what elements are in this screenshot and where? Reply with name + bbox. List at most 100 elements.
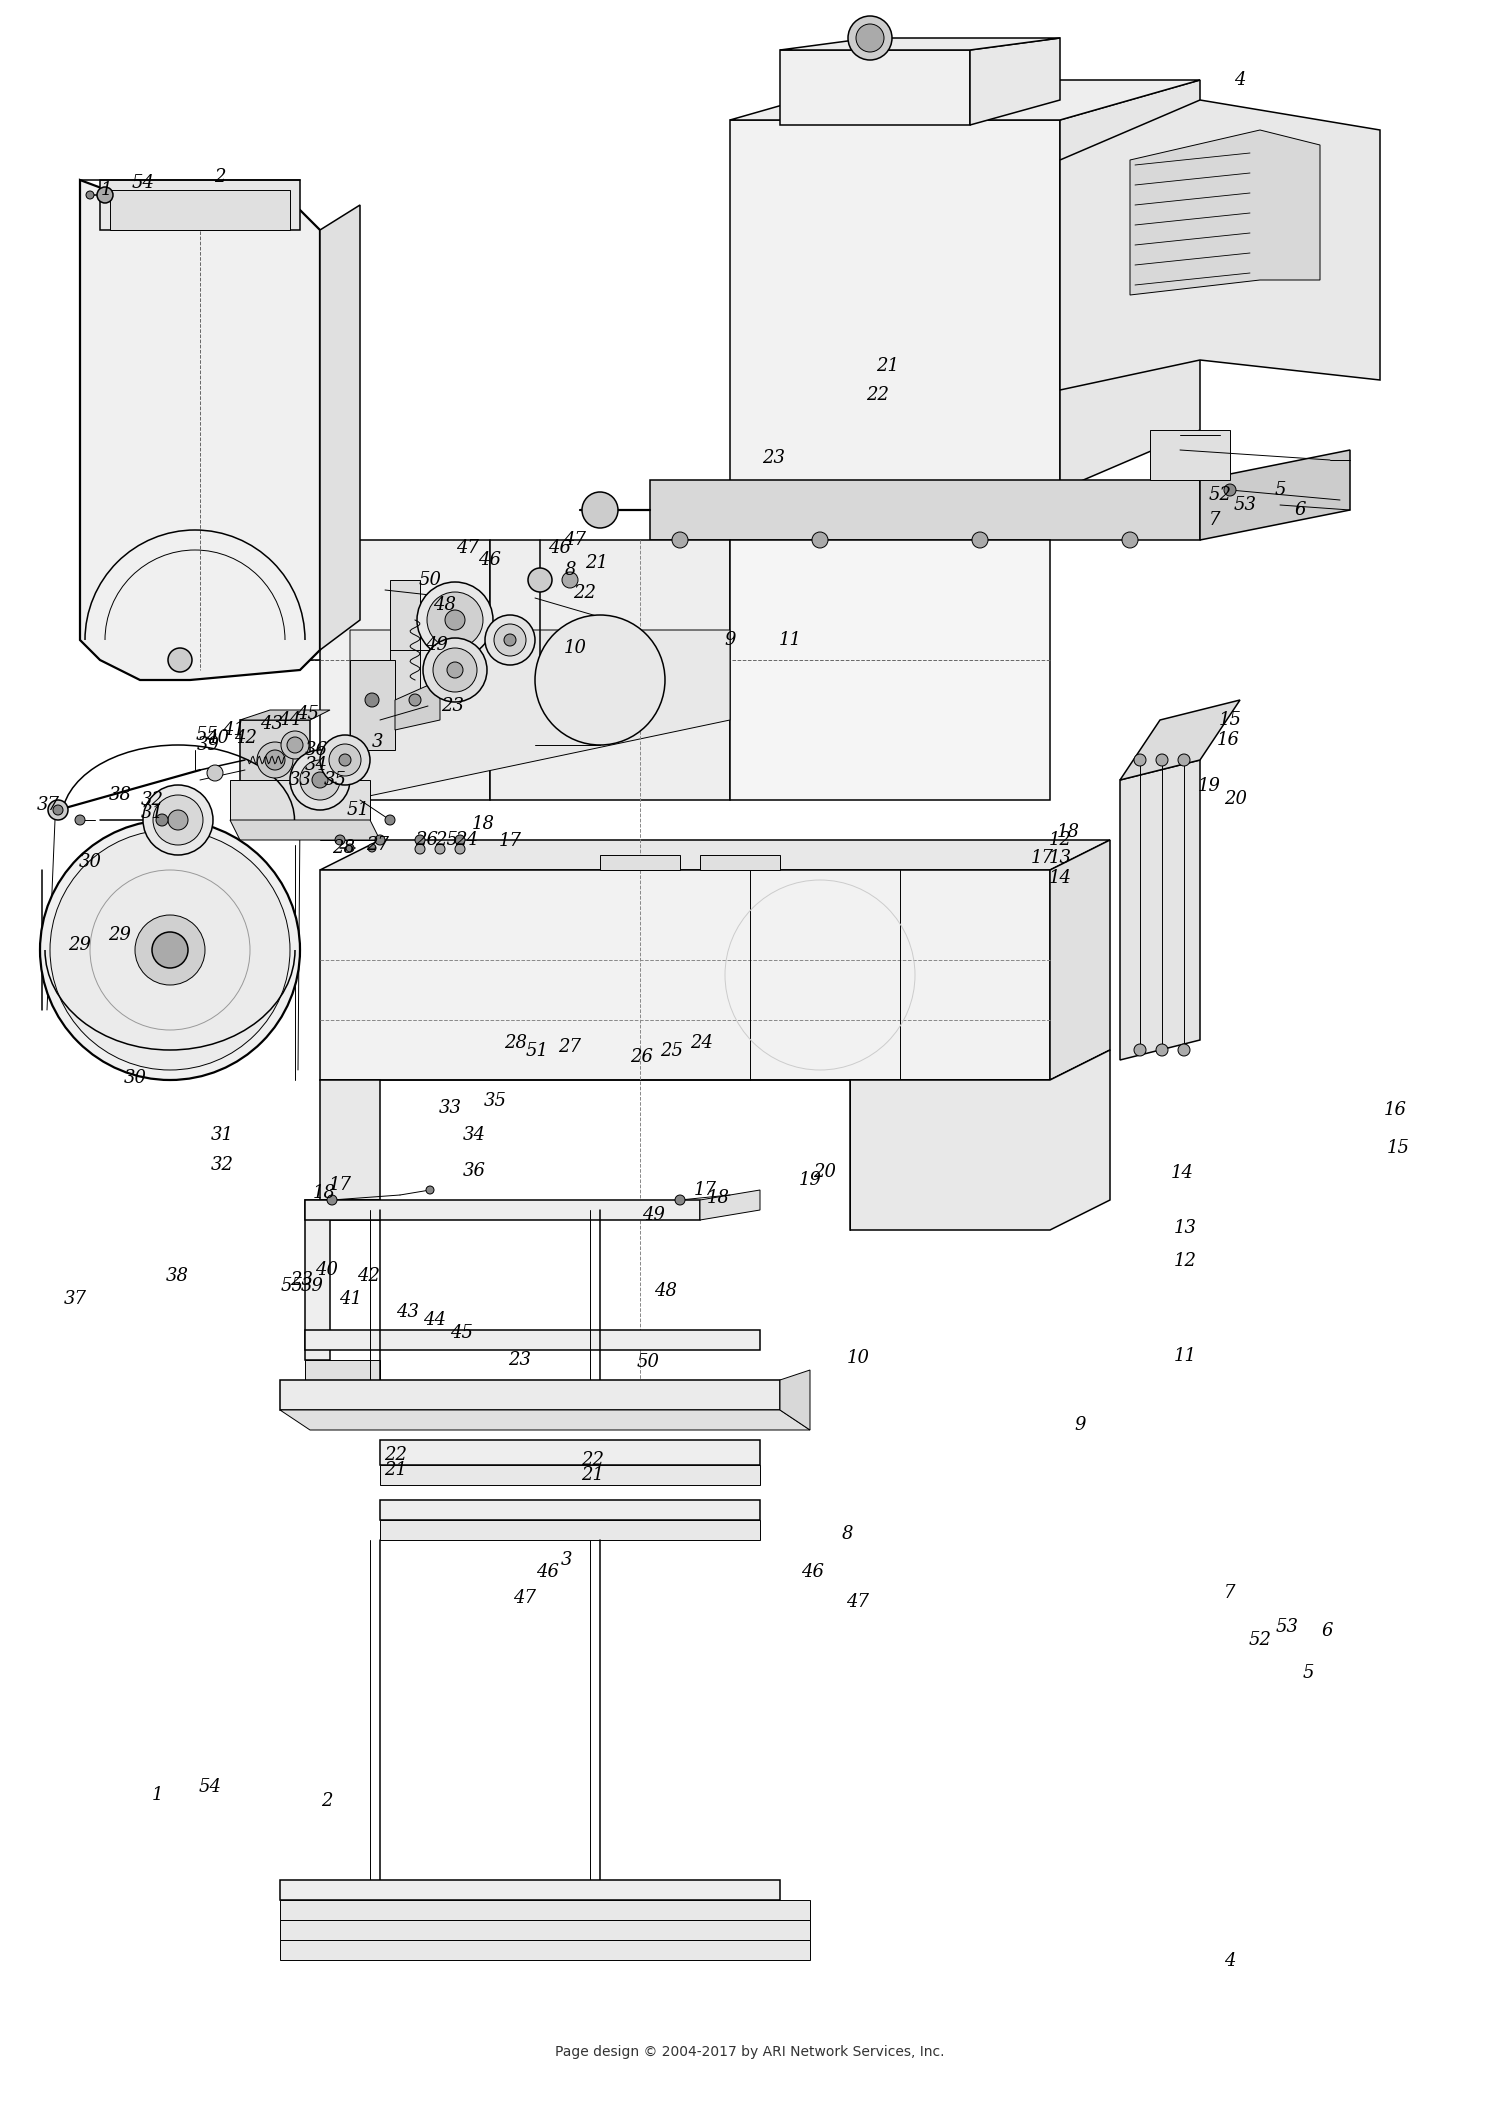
Polygon shape <box>780 50 970 124</box>
Circle shape <box>142 784 213 856</box>
Polygon shape <box>240 710 330 721</box>
Text: 29: 29 <box>69 935 92 954</box>
Text: 29: 29 <box>108 927 132 944</box>
Text: 46: 46 <box>549 538 572 557</box>
Text: 38: 38 <box>165 1268 189 1284</box>
Text: 28: 28 <box>504 1034 528 1051</box>
Circle shape <box>152 931 188 969</box>
Polygon shape <box>280 1879 780 1900</box>
Circle shape <box>346 845 354 851</box>
Text: 48: 48 <box>433 597 456 614</box>
Text: 21: 21 <box>585 555 609 572</box>
Text: 3: 3 <box>561 1551 573 1568</box>
Text: 17: 17 <box>498 832 522 849</box>
Text: 14: 14 <box>1048 868 1071 887</box>
Text: 19: 19 <box>1197 778 1221 795</box>
Text: 23: 23 <box>509 1352 531 1368</box>
Polygon shape <box>320 206 360 650</box>
Circle shape <box>53 805 63 816</box>
Text: 21: 21 <box>876 357 900 374</box>
Polygon shape <box>350 631 730 801</box>
Circle shape <box>156 813 168 826</box>
Polygon shape <box>390 580 420 721</box>
Text: 23: 23 <box>291 1272 314 1289</box>
Circle shape <box>48 801 68 820</box>
Polygon shape <box>280 1410 810 1429</box>
Polygon shape <box>730 540 1050 801</box>
Text: 18: 18 <box>706 1190 729 1207</box>
Polygon shape <box>1060 80 1200 490</box>
Circle shape <box>50 830 290 1070</box>
Text: 22: 22 <box>384 1446 408 1463</box>
Text: 48: 48 <box>654 1282 678 1299</box>
Bar <box>110 189 290 229</box>
Text: 17: 17 <box>1030 849 1054 866</box>
Circle shape <box>562 572 578 589</box>
Circle shape <box>417 582 494 658</box>
Polygon shape <box>80 181 320 681</box>
Text: 47: 47 <box>846 1593 870 1610</box>
Text: 6: 6 <box>1294 500 1305 519</box>
Circle shape <box>494 624 526 656</box>
Text: 25: 25 <box>435 830 459 849</box>
Circle shape <box>334 834 345 845</box>
Circle shape <box>75 816 86 824</box>
Text: 44: 44 <box>279 710 302 729</box>
Circle shape <box>364 694 380 706</box>
Circle shape <box>1134 755 1146 765</box>
Circle shape <box>416 834 424 845</box>
Polygon shape <box>380 1440 760 1465</box>
Polygon shape <box>1130 130 1320 294</box>
Polygon shape <box>230 780 370 820</box>
Text: 12: 12 <box>1173 1253 1197 1270</box>
Polygon shape <box>320 1200 400 1211</box>
Circle shape <box>375 834 386 845</box>
Text: 22: 22 <box>573 584 597 601</box>
Text: 7: 7 <box>1209 511 1221 530</box>
Circle shape <box>1134 1045 1146 1055</box>
Text: 33: 33 <box>288 771 312 788</box>
Text: 53: 53 <box>1233 496 1257 515</box>
Circle shape <box>416 845 424 853</box>
Text: 31: 31 <box>141 803 164 822</box>
Text: 21: 21 <box>582 1465 604 1484</box>
Text: 14: 14 <box>1170 1165 1194 1181</box>
Text: 23: 23 <box>762 450 786 467</box>
Text: 24: 24 <box>690 1034 714 1051</box>
Text: 6: 6 <box>1322 1623 1334 1640</box>
Circle shape <box>435 845 445 853</box>
Text: 2: 2 <box>321 1793 333 1810</box>
Text: 1: 1 <box>100 181 111 200</box>
Circle shape <box>447 662 464 679</box>
Text: 10: 10 <box>564 639 586 658</box>
Circle shape <box>1224 483 1236 496</box>
Circle shape <box>286 738 303 753</box>
Circle shape <box>135 914 206 986</box>
Text: 40: 40 <box>207 729 230 746</box>
Text: 11: 11 <box>1173 1347 1197 1364</box>
Polygon shape <box>280 1940 810 1959</box>
Circle shape <box>454 834 465 845</box>
Polygon shape <box>780 1371 810 1429</box>
Polygon shape <box>1050 841 1110 1080</box>
Circle shape <box>536 616 664 744</box>
Text: 22: 22 <box>865 387 889 404</box>
Circle shape <box>86 191 94 200</box>
Circle shape <box>280 731 309 759</box>
Circle shape <box>528 568 552 593</box>
Text: 37: 37 <box>63 1291 87 1307</box>
Bar <box>700 856 780 870</box>
Circle shape <box>339 755 351 765</box>
Polygon shape <box>1200 450 1350 540</box>
Text: 26: 26 <box>630 1049 654 1066</box>
Polygon shape <box>394 681 439 729</box>
Polygon shape <box>240 721 310 801</box>
Text: 36: 36 <box>462 1162 486 1179</box>
Text: 27: 27 <box>366 837 390 853</box>
Circle shape <box>1156 755 1168 765</box>
Text: 21: 21 <box>384 1461 408 1480</box>
Text: 9: 9 <box>724 631 735 650</box>
Text: 24: 24 <box>456 830 478 849</box>
Text: 19: 19 <box>798 1171 822 1190</box>
Text: 41: 41 <box>339 1291 363 1307</box>
